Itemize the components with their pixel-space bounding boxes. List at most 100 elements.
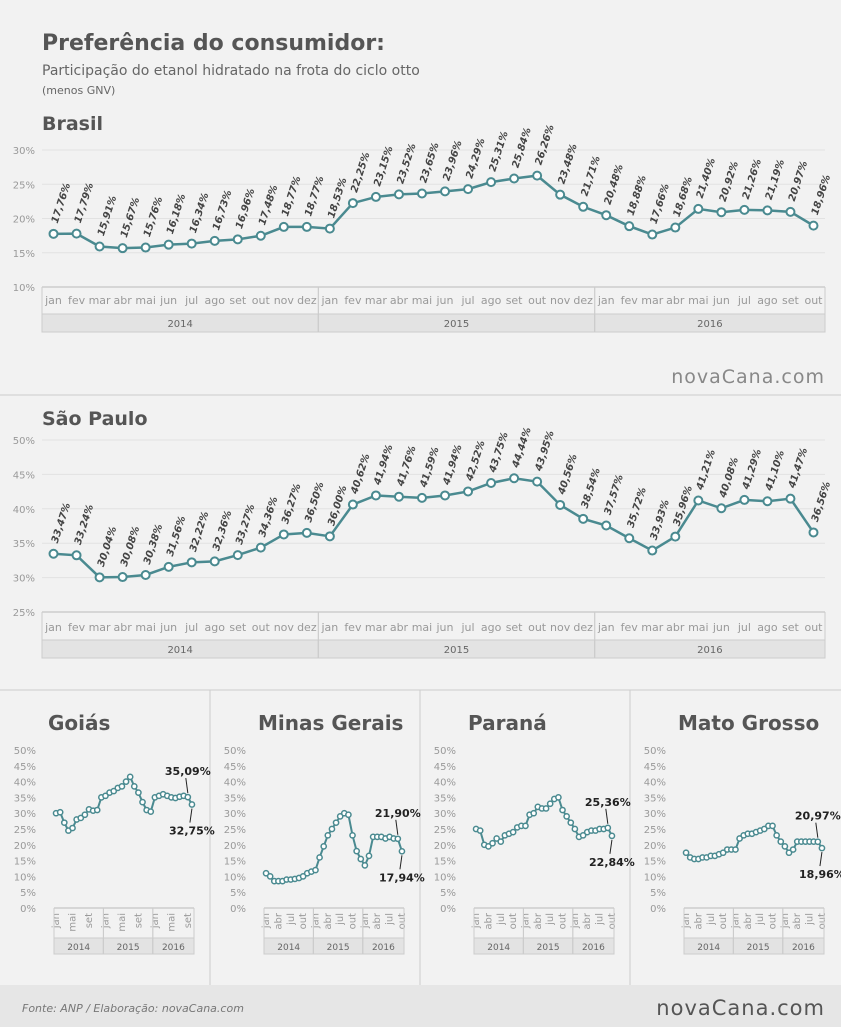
point: [278, 221, 289, 232]
x-tick-label: mar: [641, 294, 663, 307]
y-tick-label: 50%: [644, 746, 666, 757]
x-tick-label: jul: [286, 913, 297, 926]
x-tick-label: jan: [520, 913, 531, 929]
point: [122, 778, 130, 785]
x-tick-label: mai: [135, 294, 156, 307]
year-label: 2015: [327, 943, 350, 953]
x-tick-label: jan: [360, 913, 371, 929]
x-tick-label: abr: [390, 294, 409, 307]
year-label: 2015: [444, 319, 469, 330]
point: [762, 496, 773, 507]
x-tick-label: jul: [545, 913, 556, 926]
y-tick-label: 10%: [224, 872, 246, 883]
x-tick-label: jan: [310, 913, 321, 929]
y-tick-label: 45%: [224, 762, 246, 773]
year-label: 2014: [697, 943, 720, 953]
point: [532, 170, 543, 181]
y-tick-label: 45%: [644, 762, 666, 773]
y-tick-label: 40%: [434, 778, 456, 789]
point: [647, 229, 658, 240]
x-tick-label: jul: [335, 913, 346, 926]
point: [416, 492, 427, 503]
point: [736, 835, 743, 842]
footer-band: [0, 985, 841, 1027]
y-tick-label: 20%: [13, 215, 35, 226]
x-tick-label: jun: [712, 621, 730, 634]
x-tick-label: ago: [757, 621, 778, 634]
year-label: 2014: [487, 943, 510, 953]
x-tick-label: out: [528, 294, 547, 307]
point: [60, 819, 68, 827]
point: [370, 191, 381, 202]
x-tick-label: out: [768, 913, 779, 929]
x-tick-label: jan: [597, 621, 615, 634]
leader-line: [819, 852, 823, 867]
x-tick-label: mai: [412, 294, 433, 307]
x-tick-label: fev: [68, 621, 86, 634]
point: [69, 824, 76, 832]
x-tick-label: mar: [89, 621, 111, 634]
x-tick-label: jun: [712, 294, 730, 307]
x-tick-label: ago: [481, 621, 502, 634]
point: [278, 529, 289, 540]
point: [682, 849, 690, 857]
x-tick-label: abr: [666, 621, 685, 634]
point: [56, 808, 64, 816]
point: [530, 809, 538, 817]
y-tick-label: 30%: [644, 809, 666, 820]
page-title: Preferência do consumidor:: [42, 31, 385, 56]
point: [393, 491, 404, 502]
x-tick-label: fev: [344, 621, 362, 634]
x-tick-label: jun: [436, 621, 454, 634]
x-tick-label: nov: [274, 621, 295, 634]
x-tick-label: jun: [159, 621, 177, 634]
y-tick-label: 10%: [13, 283, 35, 294]
x-tick-label: abr: [390, 621, 409, 634]
y-tick-label: 0%: [20, 904, 36, 915]
point: [489, 839, 496, 847]
x-tick-label: abr: [582, 912, 593, 929]
point: [94, 241, 105, 252]
x-tick-label: out: [718, 913, 729, 929]
x-tick-label: abr: [113, 621, 132, 634]
chart-title: Brasil: [42, 113, 103, 135]
point: [117, 572, 128, 583]
x-tick-label: jan: [51, 913, 62, 929]
x-tick-label: dez: [297, 621, 317, 634]
point: [509, 473, 520, 484]
y-tick-label: 15%: [644, 857, 666, 868]
point: [184, 793, 192, 801]
point: [393, 189, 404, 200]
y-tick-label: 30%: [13, 146, 35, 157]
page-note: (menos GNV): [42, 84, 115, 97]
series-line: [53, 476, 815, 579]
point: [777, 838, 785, 845]
year-label: 2016: [162, 943, 185, 953]
y-tick-label: 30%: [224, 809, 246, 820]
y-tick-label: 10%: [14, 872, 36, 883]
x-tick-label: abr: [372, 912, 383, 929]
x-tick-label: jan: [44, 294, 62, 307]
year-label: 2016: [697, 645, 722, 656]
point: [347, 198, 358, 209]
page-subtitle: Participação do etanol hidratado na frot…: [42, 63, 420, 79]
x-tick-label: jul: [496, 913, 507, 926]
x-tick-label: jan: [780, 913, 791, 929]
point: [140, 242, 151, 253]
point: [567, 819, 575, 827]
brand-logo: novaCana.com: [656, 996, 825, 1020]
y-tick-label: 25%: [13, 180, 35, 191]
point: [324, 223, 335, 234]
point: [48, 228, 59, 239]
point: [209, 235, 220, 246]
point: [542, 805, 550, 812]
point: [563, 813, 570, 820]
point: [769, 822, 776, 830]
x-tick-label: jul: [805, 913, 816, 926]
annotation: 35,09%: [165, 765, 211, 778]
y-tick-label: 45%: [14, 762, 36, 773]
y-tick-label: 35%: [644, 793, 666, 804]
y-tick-label: 35%: [14, 793, 36, 804]
x-tick-label: out: [528, 621, 547, 634]
